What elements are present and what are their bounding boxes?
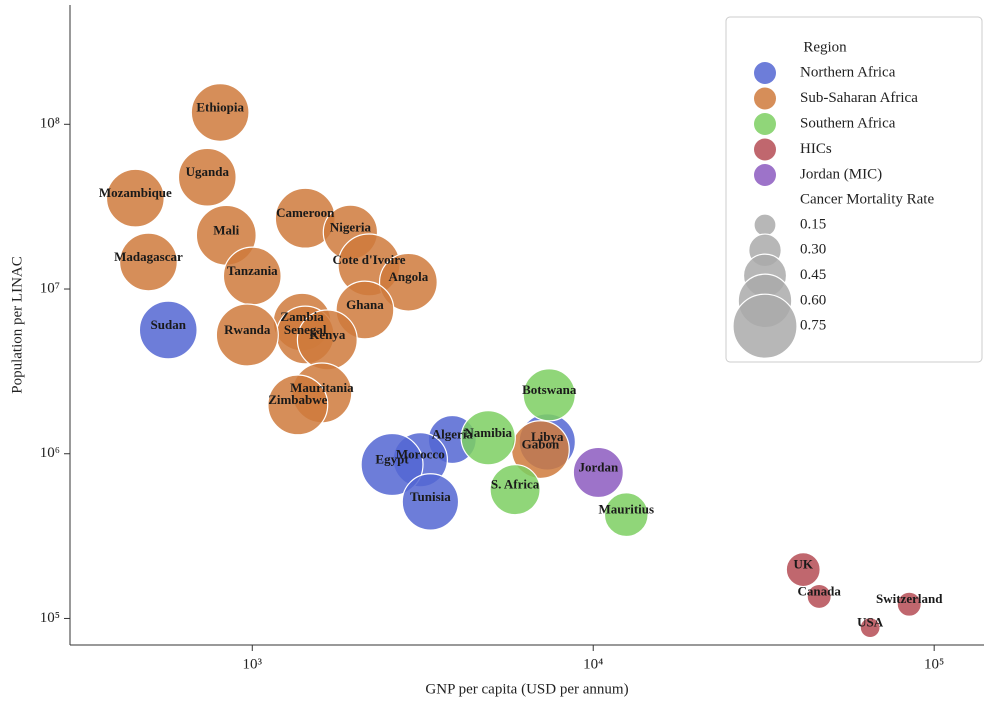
bubble-label: Mozambique — [99, 185, 172, 200]
y-tick-label: 10⁸ — [40, 116, 60, 132]
bubble-label: Mauritania — [290, 380, 354, 395]
bubble-label: Senegal — [284, 322, 327, 337]
bubble-label: Madagascar — [114, 249, 183, 264]
size-legend-marker — [753, 213, 777, 237]
legend-label: Northern Africa — [800, 64, 896, 80]
bubble-label: Switzerland — [876, 591, 943, 606]
bubble-label: Botswana — [522, 382, 577, 397]
bubble — [489, 464, 541, 516]
size-legend-title: Cancer Mortality Rate — [800, 191, 934, 207]
bubble-label: Canada — [798, 583, 842, 598]
bubble — [806, 583, 832, 610]
y-axis-label: Population per LINAC — [9, 256, 25, 393]
bubble — [460, 410, 516, 466]
bubble — [105, 168, 165, 228]
legend-title: Region — [803, 39, 847, 55]
size-legend-label: 0.60 — [800, 292, 826, 308]
bubble — [177, 147, 237, 207]
bubble-label: Cote d'Ivoire — [332, 252, 405, 267]
bubble-label: Libya — [531, 429, 564, 444]
bubble — [896, 591, 922, 617]
bubble-label: Kenya — [309, 327, 346, 342]
legend-marker — [754, 113, 776, 135]
legend-marker — [754, 164, 776, 186]
bubble-label: Tanzania — [227, 263, 278, 278]
y-tick-label: 10⁶ — [40, 445, 60, 461]
bubbles — [105, 83, 922, 639]
bubble-label: Algeria — [432, 426, 474, 441]
bubble-label: USA — [857, 615, 884, 630]
size-legend-label: 0.15 — [800, 216, 826, 232]
x-tick-label: 10⁵ — [924, 656, 944, 672]
bubble — [119, 232, 178, 292]
size-legend-label: 0.45 — [800, 267, 826, 283]
bubble-label: Ghana — [346, 297, 384, 312]
bubble-label: Morocco — [396, 447, 445, 462]
size-legend-label: 0.30 — [800, 242, 826, 258]
bubble-label: S. Africa — [491, 477, 540, 492]
bubble-label: Rwanda — [224, 322, 271, 337]
x-tick-label: 10⁴ — [583, 656, 603, 672]
bubble-label: Angola — [389, 269, 429, 284]
bubble — [785, 552, 821, 588]
legend-label: Sub-Saharan Africa — [800, 90, 918, 106]
legend-label: HICs — [800, 141, 832, 157]
bubble-label: Sudan — [151, 317, 187, 332]
legend-marker — [754, 62, 776, 84]
bubble — [215, 303, 279, 367]
size-legend-label: 0.75 — [800, 318, 826, 334]
bubble — [190, 83, 250, 142]
legend-label: Southern Africa — [800, 115, 896, 131]
bubble — [401, 473, 460, 531]
legend-label: Jordan (MIC) — [800, 166, 882, 182]
bubble-label: Ethiopia — [196, 99, 244, 114]
bubble — [603, 492, 649, 538]
bubble-label: UK — [793, 557, 813, 572]
bubble — [859, 617, 881, 639]
bubble-label: Tunisia — [410, 489, 451, 504]
bubble — [378, 252, 438, 312]
bubble — [138, 300, 198, 360]
legend-box — [725, 16, 983, 363]
bubble-label: Namibia — [464, 425, 512, 440]
bubble-label: Mali — [213, 222, 239, 237]
size-legend-marker — [732, 293, 798, 359]
bubble — [267, 374, 329, 436]
legend-marker — [754, 87, 776, 110]
x-tick-label: 10³ — [243, 656, 263, 672]
bubble-label: Egypt — [375, 452, 409, 467]
bubble-label: Mauritius — [598, 502, 654, 517]
y-tick-label: 10⁵ — [40, 610, 60, 626]
bubble-label: Jordan — [578, 459, 619, 474]
bubble-label: Zambia — [280, 309, 324, 324]
x-axis-label: GNP per capita (USD per annum) — [425, 681, 628, 697]
legend-marker — [754, 138, 776, 161]
bubble-label: Zimbabwe — [268, 392, 327, 407]
bubble — [572, 446, 624, 499]
bubble-label: Nigeria — [330, 219, 372, 234]
bubble — [522, 368, 576, 422]
bubble-label: Uganda — [186, 164, 230, 179]
bubble-label: Gabon — [522, 437, 560, 452]
bubble-label: Cameroon — [276, 205, 335, 220]
y-tick-label: 10⁷ — [40, 280, 60, 296]
bubble — [360, 432, 424, 497]
